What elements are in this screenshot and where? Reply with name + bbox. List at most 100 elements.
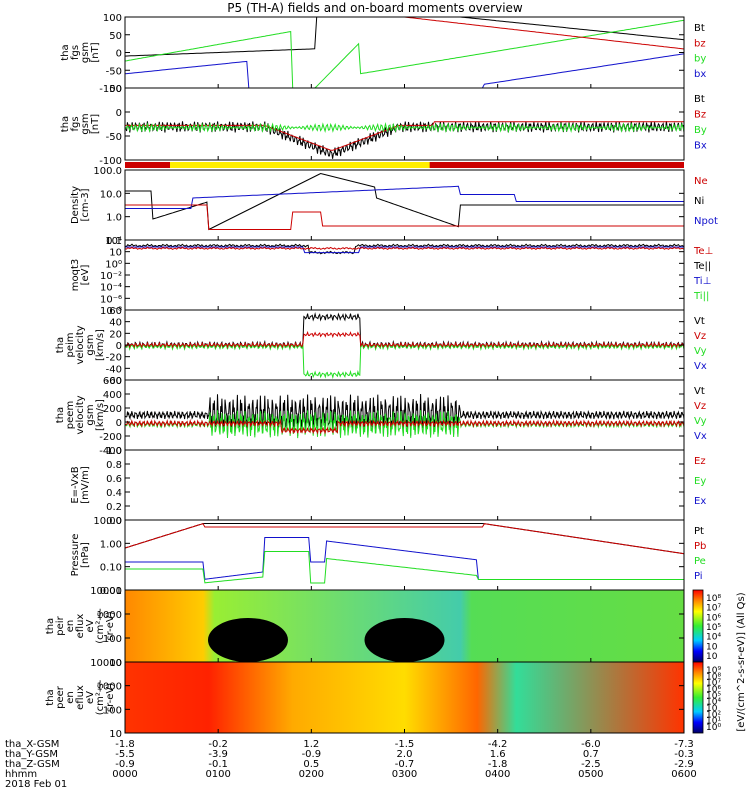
y-tick-label: 0	[116, 108, 122, 119]
y-tick-label: 0	[116, 341, 122, 352]
y-tick-label: 1.00	[100, 539, 122, 550]
bz-line	[125, 17, 684, 49]
y-tick-label: 100	[103, 13, 122, 24]
by-line	[125, 20, 684, 88]
colorbar-tick: 10⁷	[706, 604, 721, 614]
legend-entry: Vt	[694, 316, 705, 327]
legend-entry: Pe	[694, 556, 706, 567]
y-tick-label: -20	[106, 353, 122, 364]
legend-entry: Ez	[694, 456, 706, 467]
y-tick-label: 0.2	[106, 502, 122, 513]
panel-frame	[125, 240, 684, 310]
te-perp-line	[125, 247, 684, 249]
legend-entry: Vx	[694, 361, 707, 372]
legend-entry: Ne	[694, 176, 708, 187]
mode-bar-slow	[170, 162, 430, 168]
y-tick-label: 0.4	[106, 488, 122, 499]
vt-line-peim	[125, 314, 684, 349]
y-tick-label: 10⁻²	[100, 271, 122, 282]
y-tick-label: 10⁰	[105, 259, 122, 270]
pi-line	[125, 538, 684, 580]
vz-line-peim	[125, 332, 684, 347]
legend-entry: Vt	[694, 386, 705, 397]
colorbar-tick: 10⁲	[706, 652, 718, 662]
y-tick-label: 0.8	[106, 460, 122, 471]
legend-entry: Vy	[694, 416, 707, 427]
vy-line-peim	[125, 344, 684, 378]
legend-entry: Ey	[694, 476, 706, 487]
x-axis-date: 2018 Feb 01	[5, 779, 67, 790]
legend-entry: Pi	[694, 571, 703, 582]
pe-line	[125, 552, 684, 584]
legend-entry: bz	[694, 38, 706, 49]
y-tick-label: 10⁴	[105, 236, 122, 247]
colorbar-tick: 10⁳	[706, 642, 718, 652]
y-tick-label: 100.0	[93, 166, 122, 177]
y-axis-label: [mV/m]	[80, 466, 91, 504]
legend-entry: Te⊥	[693, 246, 713, 257]
legend-entry: Bx	[694, 141, 707, 152]
legend-entry: By	[694, 125, 707, 136]
x-axis-value: 0300	[392, 769, 417, 780]
y-tick-label: 10000	[90, 658, 122, 669]
y-tick-label: 10⁻⁶	[100, 294, 122, 305]
peer-spectrogram	[125, 662, 684, 733]
y-axis-label: sr-eV)	[105, 683, 116, 712]
y-axis-label: [nT]	[90, 114, 101, 134]
spectrogram-void	[208, 618, 288, 662]
legend-entry: Ti||	[693, 291, 709, 302]
x-axis-value: 0400	[485, 769, 510, 780]
legend-entry: Ex	[694, 496, 706, 507]
y-axis-label: [km/s]	[95, 399, 106, 431]
y-tick-label: -50	[106, 132, 122, 143]
pt-line	[125, 524, 684, 554]
legend-entry: Bt	[694, 94, 705, 105]
spectrogram-void	[365, 618, 445, 662]
y-tick-label: 0	[116, 418, 122, 429]
legend-entry: Bt	[694, 23, 705, 34]
panel-frame	[125, 450, 684, 520]
colorbar-tick: 10⁸	[706, 594, 721, 604]
y-tick-label: 50	[109, 31, 122, 42]
y-tick-label: 10000	[90, 586, 122, 597]
y-axis-label: [nT]	[90, 42, 101, 62]
y-axis-label: [eV]	[80, 265, 91, 286]
legend-entry: Ni	[694, 196, 704, 207]
colorbar-tick: 10⁴	[706, 633, 721, 643]
legend-entry: Vz	[694, 331, 706, 342]
legend-entry: by	[694, 54, 706, 65]
y-tick-label: 40	[109, 318, 122, 329]
bt-line	[125, 17, 684, 56]
y-tick-label: 50	[109, 84, 122, 95]
legend-entry: Te||	[693, 261, 711, 272]
colorbar-tick: 10⁶	[706, 613, 721, 623]
legend-entry: Vz	[694, 401, 706, 412]
y-tick-label: 1.0	[106, 446, 122, 457]
y-tick-label: 60	[109, 306, 122, 317]
y-tick-label: 0.6	[106, 474, 122, 485]
legend-entry: Ti⊥	[693, 276, 711, 287]
bx-line	[125, 54, 684, 88]
legend-entry: Pb	[694, 541, 706, 552]
legend-entry: Npot	[694, 216, 718, 227]
y-axis-label: sr-eV)	[105, 611, 116, 640]
y-tick-label: 20	[109, 329, 122, 340]
x-axis-value: 0000	[112, 769, 137, 780]
pb-line	[125, 524, 684, 554]
x-axis-value: 0500	[578, 769, 603, 780]
x-axis-value: 0600	[671, 769, 696, 780]
y-tick-label: 10⁲	[109, 248, 122, 259]
legend-entry: bx	[694, 69, 706, 80]
y-tick-label: 0.10	[100, 563, 122, 574]
y-tick-label: 0	[116, 49, 122, 60]
colorbar-tick: 10⁵	[706, 623, 721, 633]
y-axis-label: [cm-3]	[80, 188, 91, 221]
legend-entry: Vx	[694, 431, 707, 442]
x-axis-value: 0100	[205, 769, 230, 780]
colorbar	[693, 662, 703, 733]
colorbar-label: [eV/(cm^2-s-sr-eV)] (All Qs)	[736, 592, 747, 731]
y-tick-label: 600	[103, 376, 122, 387]
y-tick-label: 10.00	[93, 516, 122, 527]
y-tick-label: 1.0	[106, 213, 122, 224]
